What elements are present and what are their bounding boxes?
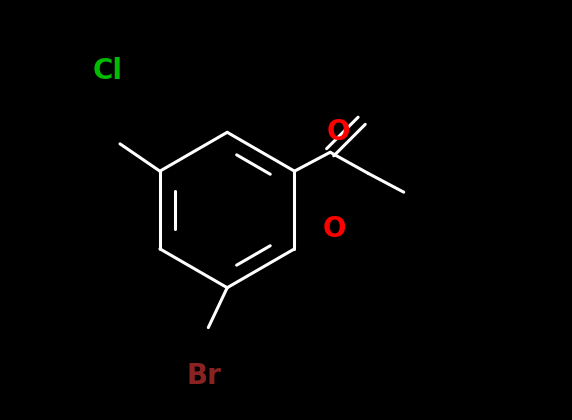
Text: O: O — [323, 215, 346, 243]
Text: Cl: Cl — [93, 58, 122, 85]
Text: O: O — [327, 118, 350, 146]
Text: Br: Br — [186, 362, 221, 390]
